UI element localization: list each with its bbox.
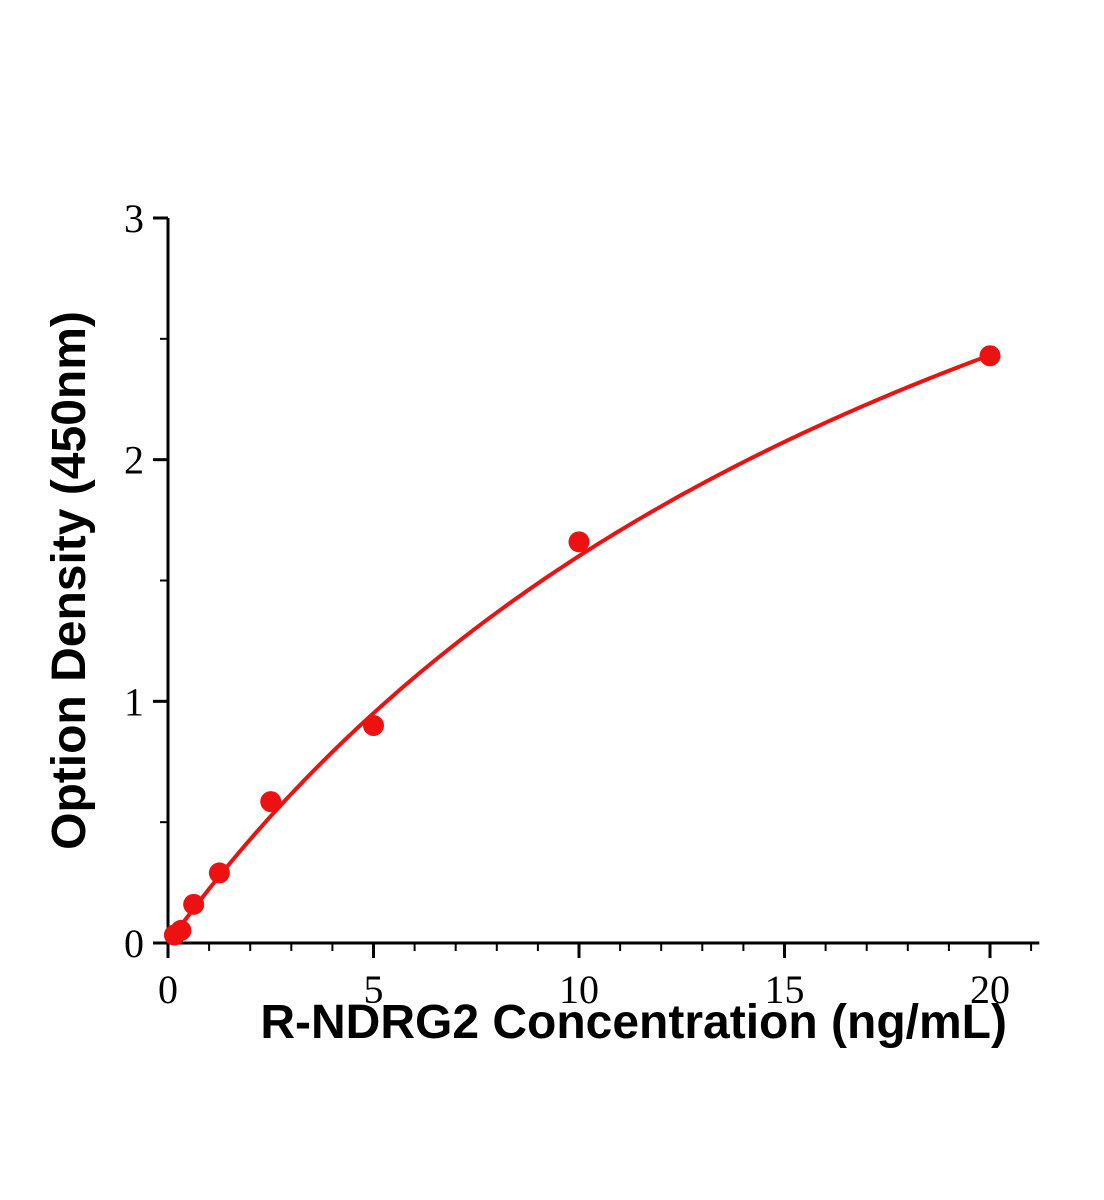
- x-tick-label: 15: [765, 967, 805, 1012]
- x-tick-label: 5: [364, 967, 384, 1012]
- y-tick-label: 1: [124, 679, 144, 724]
- x-tick-label: 20: [970, 967, 1010, 1012]
- x-tick-label: 0: [158, 967, 178, 1012]
- data-point: [568, 531, 590, 553]
- y-tick-label: 3: [124, 196, 144, 241]
- data-point: [208, 862, 230, 884]
- x-axis-label: R-NDRG2 Concentration (ng/mL): [260, 996, 1007, 1049]
- y-axis-label: Option Density (450nm): [43, 311, 96, 850]
- y-tick-label: 0: [124, 921, 144, 966]
- data-point: [260, 791, 282, 813]
- data-point: [183, 893, 205, 915]
- y-tick-label: 2: [124, 438, 144, 483]
- data-point: [979, 345, 1001, 367]
- x-tick-label: 10: [559, 967, 599, 1012]
- data-point: [170, 919, 192, 941]
- fit-curve: [172, 353, 992, 937]
- data-point: [363, 715, 384, 736]
